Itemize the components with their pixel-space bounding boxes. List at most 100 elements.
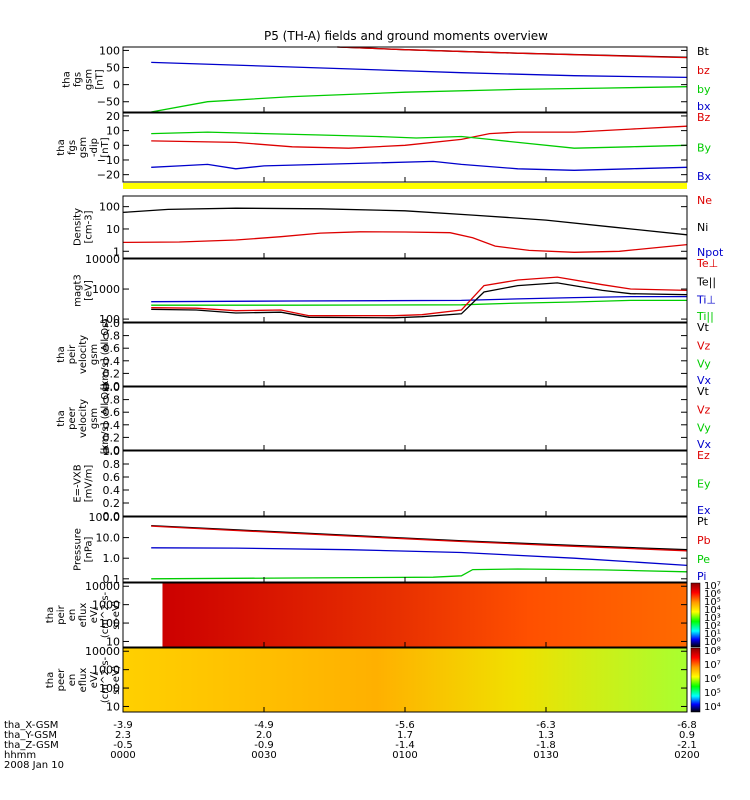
colorbar-label: 10⁴ [704, 702, 721, 713]
y-tick-label: 10000 [85, 253, 120, 266]
legend-entry: Ne [697, 194, 712, 207]
series-line-green [151, 568, 688, 580]
y-axis-label: thapeerenefluxeV/(cm^2-s-sr-eV) [45, 656, 122, 703]
y-tick-label: 1000 [92, 664, 120, 677]
legend-entry: Vy [697, 422, 711, 435]
series-line-blue [151, 160, 688, 171]
x-row-value: -0.9 [254, 740, 274, 751]
y-tick-label: 100.0 [89, 511, 121, 524]
x-row-value: -0.5 [113, 740, 133, 751]
x-row-value: 0130 [533, 750, 558, 761]
x-row-value: -6.8 [677, 720, 697, 731]
legend-entry: Bx [697, 170, 712, 183]
legend-entry: Bt [697, 45, 710, 58]
y-axis-label: thafgsgsm[nT] [62, 69, 106, 90]
x-row-value: 0000 [110, 750, 135, 761]
y-tick-label: 1.0 [103, 445, 121, 458]
legend-entry: Vy [697, 358, 711, 371]
panel-1: Bz By Bx 20 100 −10 −20 thafgsgsm-dip[nT] [56, 110, 712, 183]
panel-3: Te⊥ Te|| Ti⊥ Ti|| 10000 1000 100 magt3[eV] [73, 253, 719, 326]
y-tick-label: 0.8 [103, 458, 121, 471]
y-axis-label: thapeirenefluxeV/(cm^2-s-sr-eV) [45, 591, 122, 638]
colorbar-9 [690, 647, 701, 713]
legend-entry: Vx [697, 438, 712, 451]
y-tick-label: 10 [106, 635, 120, 648]
colorbar-label: 10⁶ [704, 589, 721, 600]
legend-entry: Ey [697, 478, 711, 491]
y-tick-label: 0.4 [103, 484, 121, 497]
legend-entry: Pb [697, 534, 711, 547]
colorbar-label: 10³ [704, 613, 721, 624]
x-row-label: tha_Y-GSM [4, 730, 57, 741]
panel-5: VtVzVyVx0.00.20.40.60.81.0thapeervelocit… [56, 381, 712, 457]
x-row-label: tha_Z-GSM [4, 740, 59, 751]
series-line-green [151, 86, 688, 113]
panel-2: Ne Ni Npot 100 10 1 Density[cm-3] [73, 194, 724, 259]
x-row-value: -2.1 [677, 740, 697, 751]
legend-entry: Bz [697, 111, 711, 124]
x-row-value: 0200 [674, 750, 699, 761]
legend-entry: Npot [697, 246, 724, 259]
y-tick-label: 1.0 [103, 381, 121, 394]
x-row-value: -6.3 [536, 720, 556, 731]
colorbar-8 [690, 582, 701, 648]
panel-frame [122, 386, 688, 451]
series-line-red [151, 525, 688, 552]
y-tick-label: 0.0 [103, 380, 121, 393]
panels: Btbzbybx100500−50thafgsgsm[nT]BzByBx2010… [45, 44, 724, 713]
series-line-red [151, 276, 688, 317]
spectrogram-8 [162, 583, 688, 647]
legend-entry: Vt [697, 321, 710, 334]
y-tick-label: 1.0 [103, 317, 121, 330]
spectrogram-9 [123, 648, 687, 712]
date-label: 2008 Jan 10 [4, 760, 64, 771]
x-row-value: 0030 [251, 750, 276, 761]
series-line-black [151, 525, 688, 551]
x-axis-labels: tha_X-GSM -3.9 -4.9 -5.6 -6.3 -6.8 tha_Y-GSM 2.… [4, 720, 700, 771]
series-line-red [151, 125, 688, 149]
y-tick-label: 10000 [85, 645, 120, 658]
legend-entry: Te|| [696, 275, 716, 288]
y-tick-label: 1000 [92, 599, 120, 612]
x-row-value: 1.3 [538, 730, 554, 741]
x-row-label: tha_X-GSM [4, 720, 58, 731]
series-line-blue [151, 295, 687, 303]
legend-entry: bz [697, 64, 710, 77]
y-tick-label: 0.6 [103, 471, 121, 484]
legend-entry: Vt [697, 385, 710, 398]
y-tick-label: 20 [106, 110, 120, 123]
y-axis-label: Pressure[nPa] [73, 528, 95, 571]
colorbar-label: 10⁴ [704, 605, 721, 616]
panel-frame [122, 516, 688, 583]
y-tick-label: −10 [97, 154, 120, 167]
figure-title: P5 (TH-A) fields and ground moments over… [264, 29, 548, 43]
y-tick-label: 0.2 [103, 497, 121, 510]
y-tick-label: 0.0 [103, 444, 121, 457]
legend-entry: Vz [697, 403, 711, 416]
legend-entry: Te⊥ [696, 257, 718, 270]
y-tick-label: 0.8 [103, 394, 121, 407]
y-tick-label: 100 [99, 313, 120, 326]
panel-9: 10⁸ 10⁷ 10⁶ 10⁵ 10⁴ 10000 1000 100 10thapeerenef… [45, 645, 721, 713]
y-axis-label: Density[cm-3] [73, 208, 95, 246]
y-tick-label: 1 [113, 245, 120, 258]
colorbar-label: 10⁷ [704, 660, 721, 671]
colorbar-label: 10¹ [704, 629, 721, 640]
x-row-value: -3.9 [113, 720, 133, 731]
colorbar-label: 10⁷ [704, 581, 721, 592]
y-tick-label: 1000 [92, 283, 120, 296]
colorbar-label: 10⁸ [704, 646, 721, 657]
colorbar-label: 10⁰ [704, 637, 721, 648]
series-line-black [122, 207, 688, 236]
legend-entry: Vx [697, 374, 712, 387]
legend-entry: Pi [697, 570, 706, 583]
legend-entry: Ti⊥ [696, 294, 716, 307]
y-tick-label: 10000 [85, 580, 120, 593]
y-axis-label: magt3[eV] [73, 274, 95, 307]
y-tick-label: 0.6 [103, 406, 121, 419]
legend-entry: by [697, 83, 711, 96]
x-row-value: 0100 [392, 750, 417, 761]
